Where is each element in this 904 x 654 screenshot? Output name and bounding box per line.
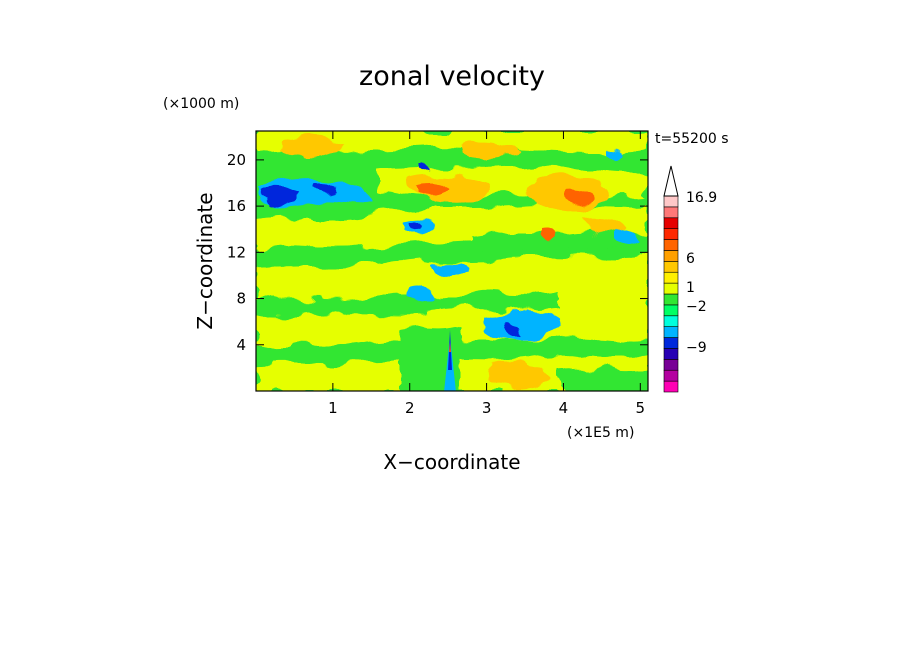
contour-band	[449, 342, 451, 352]
chart-title: zonal velocity	[359, 61, 545, 92]
contour-band	[256, 131, 648, 153]
x-tick-label: 3	[482, 399, 492, 417]
contour-band	[566, 188, 594, 205]
contour-band	[470, 228, 648, 254]
y-tick-label: 16	[227, 197, 246, 215]
colorbar-label: 16.9	[686, 190, 717, 206]
colorbar-label: 1	[686, 280, 695, 296]
y-unit-label: (×1000 m)	[163, 96, 239, 112]
colorbar-segment	[663, 206, 679, 219]
contour-band	[260, 188, 300, 204]
colorbar-segment	[663, 261, 679, 273]
y-tick-label: 8	[236, 290, 246, 308]
colorbar-label: −9	[686, 340, 707, 356]
y-tick-label: 12	[227, 243, 246, 261]
contour-band	[484, 311, 561, 341]
colorbar-segment	[663, 250, 679, 262]
x-tick-label: 2	[405, 399, 415, 417]
x-tick-label: 1	[328, 399, 338, 417]
contour-band	[400, 326, 460, 391]
colorbar-label: −2	[686, 299, 707, 315]
contour-band	[418, 163, 430, 171]
contour-band	[505, 323, 519, 337]
contour-band	[616, 230, 642, 246]
x-unit-label: (×1E5 m)	[567, 425, 634, 441]
time-label: t=55200 s	[655, 131, 729, 147]
contour-band	[560, 368, 648, 391]
contour-band	[418, 182, 446, 197]
contour-band	[434, 259, 472, 280]
colorbar-segment	[663, 380, 679, 393]
contour-field	[256, 131, 648, 391]
colorbar-segment	[663, 195, 679, 208]
colorbar-segment	[663, 348, 679, 360]
x-axis-title: X−coordinate	[383, 450, 520, 474]
colorbar-segment	[663, 293, 679, 306]
colorbar-segment	[663, 315, 679, 327]
colorbar-segment	[663, 228, 679, 240]
contour-band	[584, 214, 626, 235]
contour-band	[312, 180, 340, 194]
colorbar-arrow	[663, 165, 679, 197]
colorbar-segment	[663, 271, 679, 284]
y-axis-title: Z−coordinate	[193, 192, 217, 329]
colorbar-segment	[663, 326, 679, 338]
contour-band	[542, 227, 560, 241]
y-tick-label: 20	[227, 151, 246, 169]
colorbar-label: 6	[686, 251, 695, 267]
contour-band	[604, 145, 622, 159]
plot-frame	[255, 130, 649, 392]
colorbar-segment	[663, 217, 679, 229]
contour-band	[460, 143, 520, 160]
colorbar-segment	[663, 369, 679, 382]
y-axis: 4 8 12 16 20	[227, 151, 648, 354]
colorbar-segment	[663, 304, 679, 317]
colorbar-segment	[663, 239, 679, 251]
x-tick-label: 4	[559, 399, 569, 417]
colorbar-segment	[663, 282, 679, 295]
colorbar-segment	[663, 337, 679, 349]
contour-band	[280, 137, 345, 158]
contour-band	[256, 290, 560, 317]
contour-band	[488, 361, 552, 388]
colorbar: 16.9 6 1 −2 −9	[663, 165, 717, 393]
x-axis: 1 2 3 4 5	[328, 131, 645, 417]
colorbar-segment	[663, 359, 679, 371]
x-tick-label: 5	[636, 399, 646, 417]
y-tick-label: 4	[236, 336, 246, 354]
contour-band	[408, 223, 422, 233]
contour-band	[410, 286, 438, 302]
